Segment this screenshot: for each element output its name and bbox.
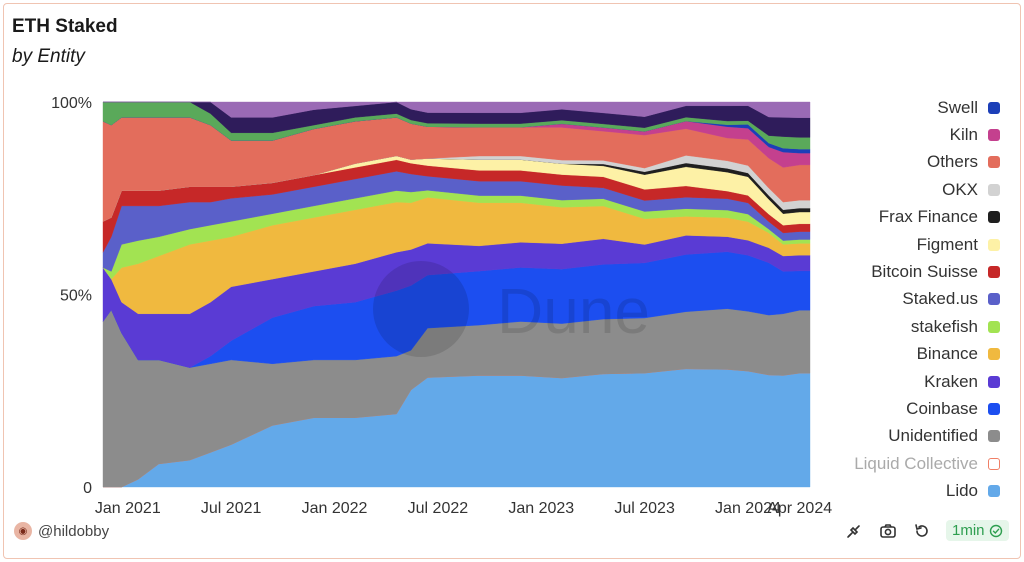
legend-item[interactable]: Liquid Collective xyxy=(830,450,1000,477)
legend-item[interactable]: stakefish xyxy=(830,313,1000,340)
legend-swatch xyxy=(988,375,1000,388)
legend-label: Coinbase xyxy=(906,398,978,418)
refresh-icon[interactable] xyxy=(912,521,932,541)
legend-item[interactable]: Coinbase xyxy=(830,395,1000,422)
legend-swatch xyxy=(988,266,1000,279)
area-series-17 xyxy=(103,101,811,118)
x-tick-label: Jul 2021 xyxy=(201,500,262,517)
legend-item[interactable]: Bitcoin Suisse xyxy=(830,258,1000,285)
watermark-logo xyxy=(373,261,469,357)
avatar: ◉ xyxy=(14,522,32,540)
chart-subtitle: by Entity xyxy=(12,46,85,67)
legend-item[interactable]: OKX xyxy=(830,176,1000,203)
legend-swatch xyxy=(988,129,1000,142)
legend-label: Unidentified xyxy=(888,426,978,446)
legend-label: Kraken xyxy=(924,371,978,391)
y-tick-label: 0 xyxy=(83,480,92,497)
legend-swatch xyxy=(988,430,1000,443)
legend-swatch xyxy=(988,293,1000,306)
watermark-text: Dune xyxy=(497,275,650,347)
legend-swatch xyxy=(988,320,1000,333)
legend-item[interactable]: Kiln xyxy=(830,121,1000,148)
legend-item[interactable]: Binance xyxy=(830,341,1000,368)
unplug-icon[interactable] xyxy=(844,521,864,541)
x-tick-label: Apr 2024 xyxy=(767,500,832,517)
legend-swatch xyxy=(988,183,1000,196)
legend-swatch xyxy=(988,101,1000,114)
legend-label: Others xyxy=(926,152,978,172)
legend-item[interactable]: Others xyxy=(830,149,1000,176)
legend-swatch xyxy=(988,457,1000,470)
chart-legend: Swell Kiln Others OKX Frax Finance Figment Bit… xyxy=(830,94,1000,505)
x-tick-label: Jan 2022 xyxy=(302,500,368,517)
legend-swatch xyxy=(988,211,1000,224)
legend-label: Binance xyxy=(916,344,978,364)
y-tick-label: 100% xyxy=(51,95,92,112)
legend-label: Kiln xyxy=(949,125,978,145)
legend-label: Frax Finance xyxy=(878,207,978,227)
legend-item[interactable]: Unidentified xyxy=(830,423,1000,450)
check-circle-icon xyxy=(989,524,1002,537)
legend-swatch xyxy=(988,402,1000,415)
legend-label: Swell xyxy=(937,97,978,117)
legend-label: Liquid Collective xyxy=(854,453,978,473)
chart-toolbar: 1min xyxy=(844,520,1009,541)
chart-title: ETH Staked xyxy=(12,16,118,37)
camera-icon[interactable] xyxy=(878,521,898,541)
legend-label: OKX xyxy=(942,179,978,199)
legend-swatch xyxy=(988,348,1000,361)
author-name: @hildobby xyxy=(38,522,110,540)
legend-item[interactable]: Staked.us xyxy=(830,286,1000,313)
legend-item[interactable]: Lido xyxy=(830,477,1000,504)
legend-swatch xyxy=(988,485,1000,498)
x-tick-label: Jan 2023 xyxy=(508,500,574,517)
x-tick-label: Jan 2024 xyxy=(715,500,781,517)
legend-swatch xyxy=(988,156,1000,169)
legend-label: Lido xyxy=(945,481,978,501)
author-link[interactable]: ◉ @hildobby xyxy=(14,522,109,540)
legend-label: Figment xyxy=(916,234,978,254)
y-tick-label: 50% xyxy=(60,288,92,305)
x-tick-label: Jan 2021 xyxy=(95,500,161,517)
legend-label: stakefish xyxy=(910,316,978,336)
legend-item[interactable]: Swell xyxy=(830,94,1000,121)
legend-item[interactable]: Frax Finance xyxy=(830,204,1000,231)
x-tick-label: Jul 2022 xyxy=(408,500,469,517)
refresh-interval-label: 1min xyxy=(952,522,985,539)
legend-label: Bitcoin Suisse xyxy=(871,262,978,282)
refresh-interval-badge[interactable]: 1min xyxy=(946,520,1009,541)
legend-item[interactable]: Figment xyxy=(830,231,1000,258)
legend-label: Staked.us xyxy=(902,289,978,309)
x-tick-label: Jul 2023 xyxy=(614,500,675,517)
legend-swatch xyxy=(988,238,1000,251)
legend-item[interactable]: Kraken xyxy=(830,368,1000,395)
